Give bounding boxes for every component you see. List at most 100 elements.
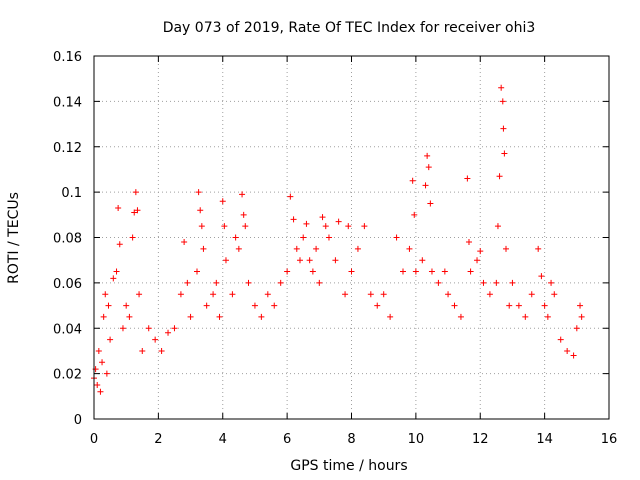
data-point	[242, 223, 249, 230]
data-point	[316, 279, 323, 286]
data-point	[342, 291, 349, 298]
data-point	[181, 239, 188, 246]
data-point	[264, 291, 271, 298]
data-point	[445, 291, 452, 298]
x-tick-label: 14	[536, 432, 553, 447]
data-point	[251, 302, 258, 309]
data-point	[557, 336, 564, 343]
data-point	[535, 245, 542, 252]
data-point	[232, 234, 239, 241]
data-point	[103, 370, 110, 377]
data-point	[480, 279, 487, 286]
data-point	[425, 164, 432, 171]
data-point	[245, 279, 252, 286]
data-point	[474, 257, 481, 264]
data-point	[123, 302, 130, 309]
data-point	[348, 268, 355, 275]
data-point	[240, 211, 247, 218]
data-point	[200, 245, 207, 252]
data-point	[313, 245, 320, 252]
data-point	[424, 152, 431, 159]
data-point	[303, 220, 310, 227]
data-point	[335, 218, 342, 225]
data-point	[107, 336, 114, 343]
data-point	[139, 347, 146, 354]
data-point	[216, 313, 223, 320]
data-point	[501, 150, 508, 157]
tick-labels: 0 2 4 6 8 10 12 14 16 0 0.02 0.04 0.06 0.08 0.1 0.12 0.1…	[53, 50, 617, 447]
x-tick-label: 6	[283, 432, 291, 447]
data-point	[322, 223, 329, 230]
data-point	[427, 200, 434, 207]
data-points	[91, 84, 585, 395]
x-tick-label: 0	[90, 432, 98, 447]
data-point	[578, 313, 585, 320]
data-point	[409, 177, 416, 184]
data-point	[158, 347, 165, 354]
data-point	[126, 313, 133, 320]
y-tick-label: 0.04	[53, 322, 82, 337]
data-point	[393, 234, 400, 241]
data-point	[115, 205, 122, 212]
data-point	[119, 325, 126, 332]
data-point	[194, 268, 200, 275]
data-point	[136, 291, 143, 298]
data-point	[551, 291, 558, 298]
data-point	[97, 388, 104, 395]
axis-ticks	[93, 55, 610, 420]
data-point	[213, 279, 220, 286]
grid	[94, 56, 609, 419]
data-point	[309, 268, 316, 275]
data-point	[548, 279, 555, 286]
data-point	[145, 325, 152, 332]
x-tick-label: 8	[347, 432, 355, 447]
data-point	[367, 291, 374, 298]
data-point	[503, 245, 509, 252]
data-point	[95, 347, 102, 354]
data-point	[99, 359, 106, 366]
data-point	[195, 189, 202, 196]
data-point	[573, 325, 580, 332]
data-point	[411, 211, 418, 218]
data-point	[177, 291, 184, 298]
data-point	[500, 125, 507, 132]
data-point	[284, 268, 291, 275]
data-point	[332, 257, 339, 264]
data-point	[465, 239, 472, 246]
data-point	[380, 291, 387, 298]
data-point	[515, 302, 522, 309]
data-point	[506, 302, 513, 309]
data-point	[203, 302, 210, 309]
data-point	[467, 268, 474, 275]
data-point	[570, 352, 577, 359]
data-point	[419, 257, 426, 264]
data-point	[464, 175, 471, 182]
data-point	[435, 279, 442, 286]
data-point	[354, 245, 361, 252]
y-tick-label: 0.1	[61, 186, 82, 201]
data-point	[412, 268, 419, 275]
data-point	[197, 207, 204, 214]
y-tick-label: 0.16	[53, 50, 82, 65]
y-tick-label: 0.06	[53, 277, 82, 292]
data-point	[300, 234, 307, 241]
x-axis-title: GPS time / hours	[290, 458, 407, 474]
data-point	[374, 302, 381, 309]
data-point	[493, 279, 500, 286]
data-point	[541, 302, 548, 309]
data-point	[131, 209, 138, 216]
data-point	[422, 182, 429, 189]
data-point	[94, 381, 101, 388]
y-tick-label: 0.02	[53, 368, 82, 383]
data-point	[509, 279, 516, 286]
data-point	[498, 84, 505, 91]
y-tick-label: 0.14	[53, 95, 82, 110]
data-point	[387, 313, 394, 320]
data-point	[132, 189, 139, 196]
data-point	[277, 279, 284, 286]
data-point	[297, 257, 303, 264]
data-point	[441, 268, 448, 275]
data-point	[400, 268, 406, 275]
data-point	[113, 268, 120, 275]
data-point	[271, 302, 278, 309]
